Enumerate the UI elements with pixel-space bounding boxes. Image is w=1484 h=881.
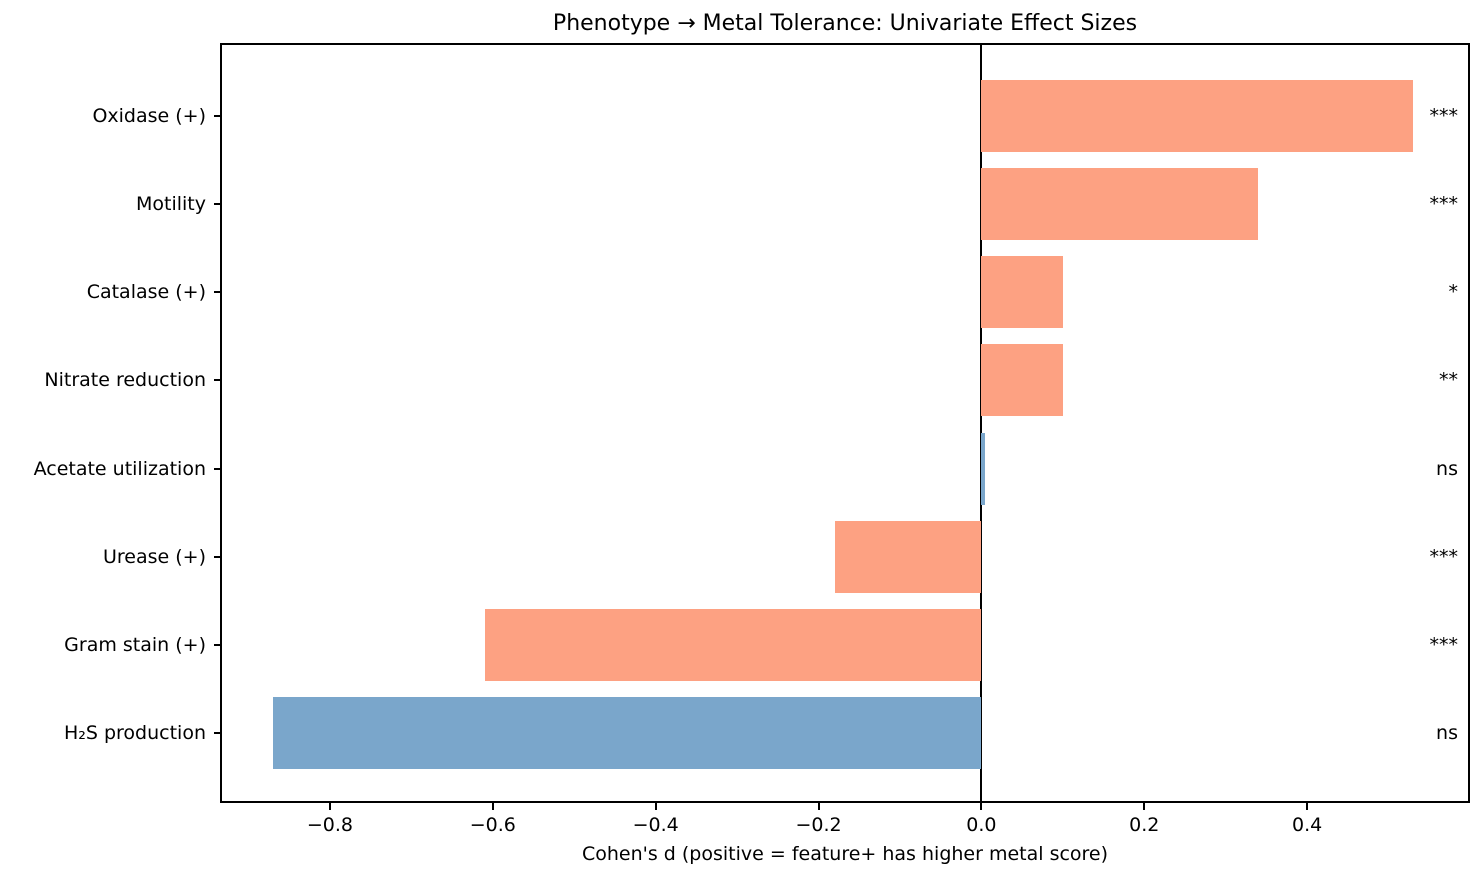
x-tick-label: −0.8 xyxy=(306,814,353,836)
category-label: Gram stain (+) xyxy=(64,633,206,656)
x-tick-mark xyxy=(817,803,820,810)
bar xyxy=(272,696,982,769)
y-tick-mark xyxy=(214,643,220,646)
zero-line xyxy=(980,43,983,803)
bar xyxy=(981,256,1063,329)
x-tick-mark xyxy=(328,803,331,810)
category-label: Nitrate reduction xyxy=(44,369,206,392)
y-tick-mark xyxy=(214,203,220,206)
significance-label: *** xyxy=(1429,633,1459,656)
x-tick-mark xyxy=(491,803,494,810)
significance-label: ns xyxy=(1436,457,1458,480)
y-tick-mark xyxy=(214,467,220,470)
significance-label: *** xyxy=(1429,545,1459,568)
x-tick-mark xyxy=(1306,803,1309,810)
category-label: Oxidase (+) xyxy=(92,104,206,127)
bar xyxy=(981,344,1063,417)
x-tick-label: −0.2 xyxy=(795,814,842,836)
category-label: Motility xyxy=(136,193,206,216)
significance-label: ** xyxy=(1439,369,1458,392)
x-tick-label: 0.0 xyxy=(966,814,997,836)
x-tick-mark xyxy=(980,803,983,810)
category-label: Urease (+) xyxy=(102,545,206,568)
chart-title: Phenotype → Metal Tolerance: Univariate … xyxy=(552,11,1138,36)
bar xyxy=(981,432,986,505)
bar xyxy=(981,168,1259,241)
bar xyxy=(981,80,1413,152)
y-tick-mark xyxy=(214,291,220,294)
x-tick-label: −0.4 xyxy=(632,814,679,836)
y-tick-mark xyxy=(214,114,220,117)
significance-label: *** xyxy=(1429,104,1459,127)
y-tick-mark xyxy=(214,731,220,734)
category-label: Catalase (+) xyxy=(86,281,206,304)
category-label: H₂S production xyxy=(63,721,206,744)
x-tick-label: −0.6 xyxy=(469,814,516,836)
x-tick-label: 0.4 xyxy=(1292,814,1323,836)
x-tick-mark xyxy=(654,803,657,810)
x-axis-label: Cohen's d (positive = feature+ has highe… xyxy=(581,843,1109,865)
category-label: Acetate utilization xyxy=(33,457,206,480)
significance-label: ns xyxy=(1436,721,1458,744)
x-tick-mark xyxy=(1143,803,1146,810)
bar xyxy=(484,608,982,681)
x-tick-label: 0.2 xyxy=(1129,814,1160,836)
plot-area xyxy=(220,43,1470,803)
significance-label: *** xyxy=(1429,193,1459,216)
y-tick-mark xyxy=(214,555,220,558)
bar xyxy=(834,520,982,593)
significance-label: * xyxy=(1448,281,1459,304)
y-tick-mark xyxy=(214,379,220,382)
